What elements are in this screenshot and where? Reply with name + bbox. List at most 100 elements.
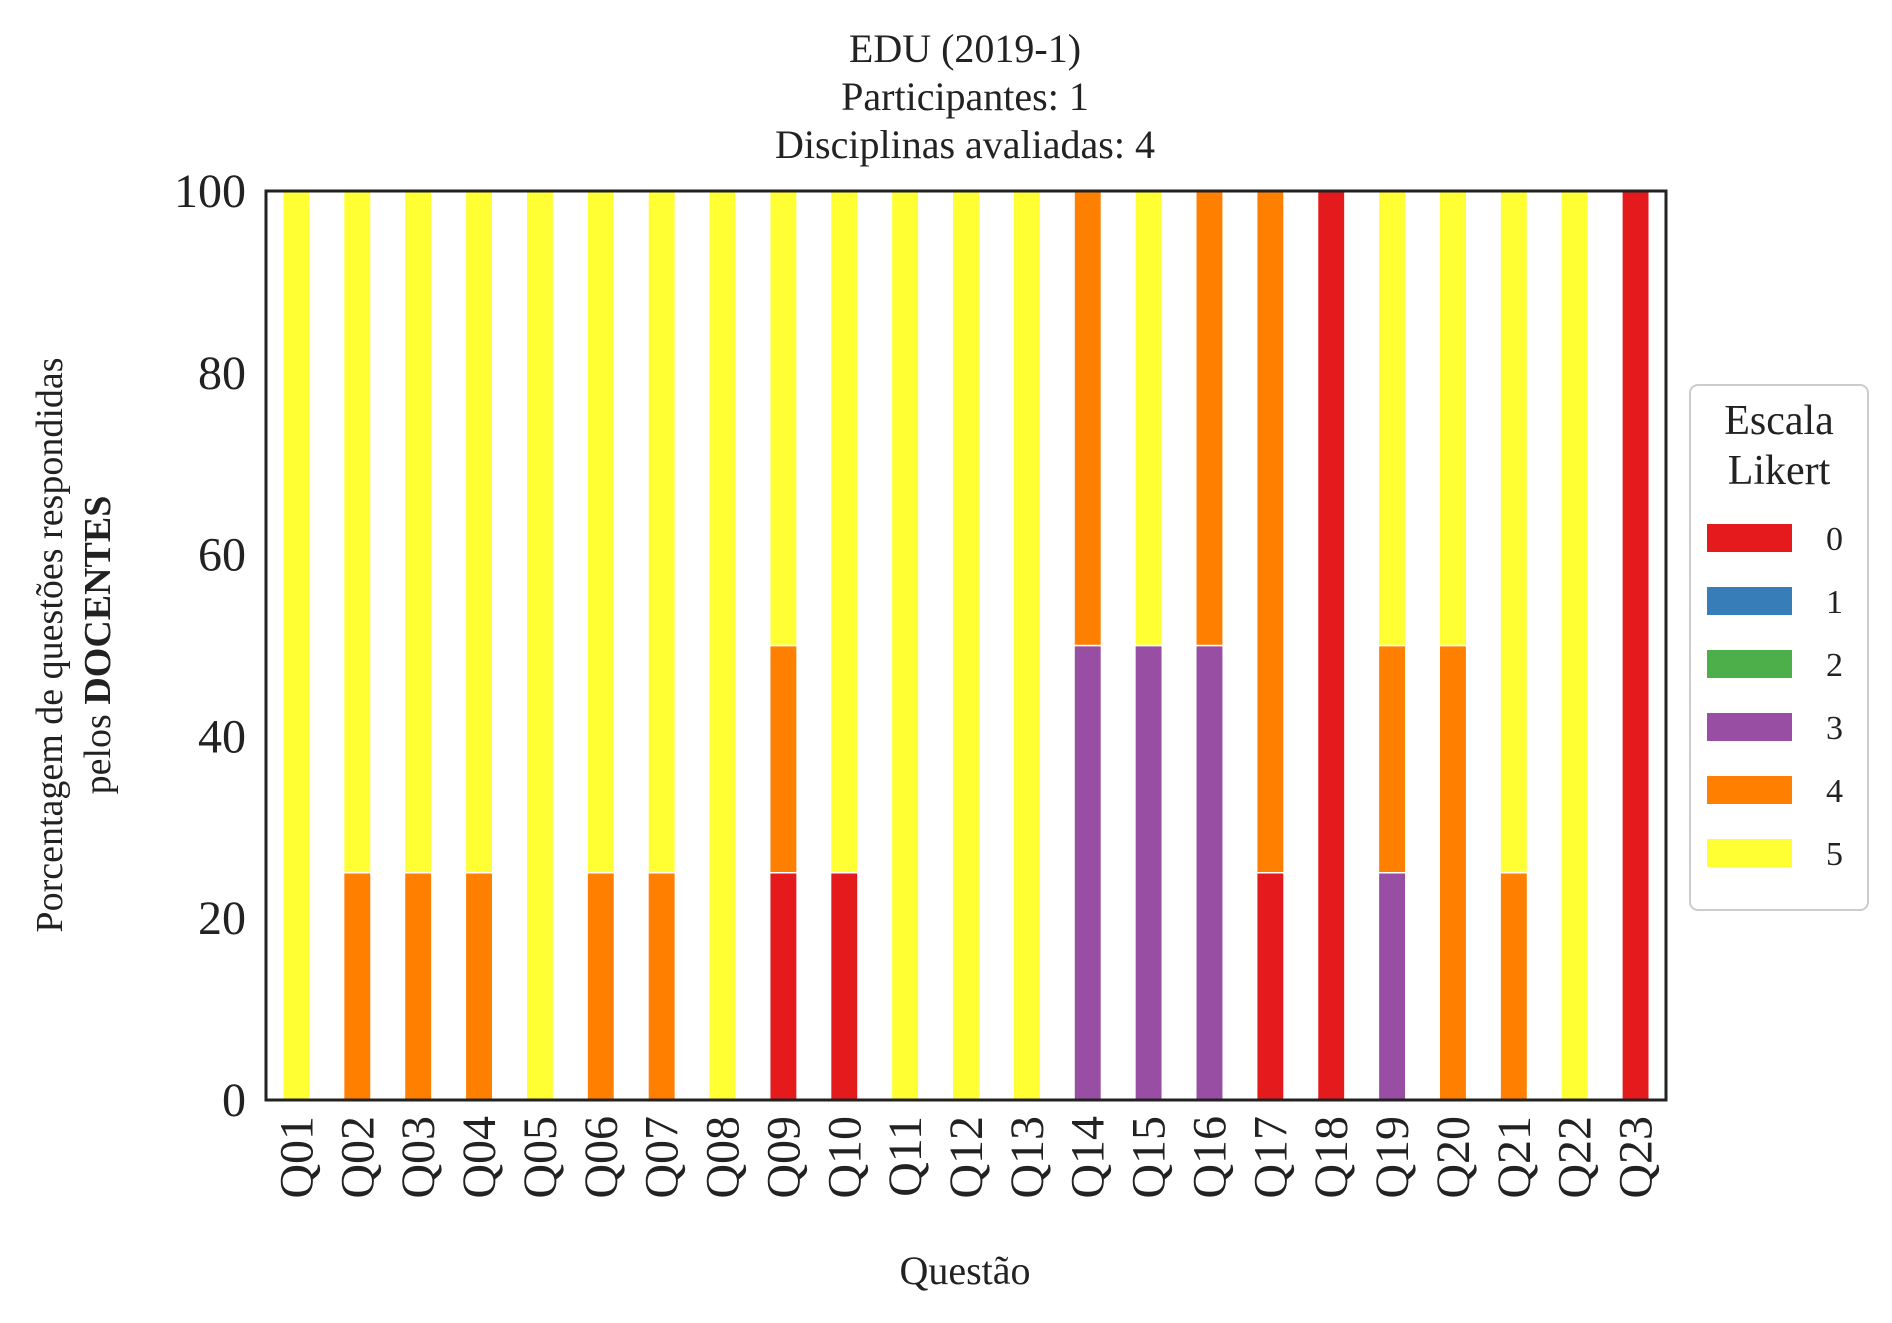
x-tick-label: Q10 xyxy=(818,1116,871,1199)
bar-q11-level-5 xyxy=(890,190,920,1101)
y-tick-label: 20 xyxy=(198,892,246,945)
y-tick-label: 80 xyxy=(198,347,246,400)
bar-q21-level-5 xyxy=(1499,190,1529,874)
x-tick-label: Q14 xyxy=(1062,1116,1115,1199)
x-tick-label: Q02 xyxy=(331,1116,384,1199)
x-tick-label: Q20 xyxy=(1427,1116,1480,1199)
y-tick-label: 100 xyxy=(174,165,246,218)
bar-q03-level-4 xyxy=(403,872,433,1101)
x-tick-label: Q11 xyxy=(879,1116,932,1197)
svg-text:pelos DOCENTES: pelos DOCENTES xyxy=(77,496,119,795)
x-axis-label: Questão xyxy=(899,1248,1030,1293)
bar-q05-level-5 xyxy=(525,190,555,1101)
bar-q02-level-5 xyxy=(342,190,372,874)
x-tick-label: Q03 xyxy=(392,1116,445,1199)
bar-q21-level-4 xyxy=(1499,872,1529,1101)
bar-q18-level-0 xyxy=(1316,190,1346,1101)
legend-swatch xyxy=(1707,839,1792,867)
x-axis-ticks: Q01 Q02 Q03 Q04 Q05 Q06 Q07 Q08 Q09 Q10 Q11 Q12 Q13 Q… xyxy=(270,1116,1662,1199)
bar-q06-level-4 xyxy=(586,872,616,1101)
bar-q07-level-4 xyxy=(647,872,677,1101)
x-tick-label: Q01 xyxy=(270,1116,323,1199)
legend-swatch xyxy=(1707,650,1792,678)
plot-frame xyxy=(264,189,1668,1102)
x-tick-label: Q17 xyxy=(1244,1116,1297,1199)
bar-q14-level-4 xyxy=(1073,190,1103,647)
bar-q13-level-5 xyxy=(1012,190,1042,1101)
bar-q09-level-0 xyxy=(768,872,798,1101)
x-tick-label: Q22 xyxy=(1549,1116,1602,1199)
bar-q15-level-3 xyxy=(1134,644,1164,1101)
bar-q04-level-5 xyxy=(464,190,494,874)
legend-title-line-1: Escala xyxy=(1724,398,1834,444)
chart-title: EDU (2019-1) Participantes: 1 Disciplina… xyxy=(775,26,1155,167)
bar-q23-level-0 xyxy=(1621,190,1651,1101)
bar-q03-level-5 xyxy=(403,190,433,874)
x-tick-label: Q19 xyxy=(1366,1116,1419,1199)
bar-q08-level-5 xyxy=(708,190,737,1101)
y-axis-label: Porcentagem de questões respondidas xyxy=(29,357,71,932)
title-line-1: EDU (2019-1) xyxy=(849,26,1081,71)
legend-swatch xyxy=(1707,524,1792,552)
legend-title-line-2: Likert xyxy=(1728,448,1831,494)
y-axis-label-line-1: Porcentagem de questões respondidas xyxy=(29,357,71,932)
bar-q17-level-4 xyxy=(1255,190,1285,874)
legend-swatch xyxy=(1707,776,1792,804)
bar-stacks xyxy=(281,190,1651,1101)
bar-q09-level-5 xyxy=(768,190,798,647)
x-tick-label: Q12 xyxy=(940,1116,993,1199)
bar-q10-level-5 xyxy=(829,190,859,874)
y-axis-label-2: pelos DOCENTES xyxy=(77,496,119,795)
legend: Escala Likert 0 1 2 3 4 5 xyxy=(1689,384,1869,911)
bar-q01-level-5 xyxy=(281,190,311,1101)
legend-swatch xyxy=(1707,587,1792,615)
bar-q15-level-5 xyxy=(1134,190,1164,647)
x-tick-label: Q05 xyxy=(514,1116,567,1199)
bar-q04-level-4 xyxy=(464,872,494,1101)
bar-q17-level-0 xyxy=(1255,872,1285,1101)
bar-q12-level-5 xyxy=(951,190,981,1101)
title-line-3: Disciplinas avaliadas: 4 xyxy=(775,122,1155,167)
legend-label: 2 xyxy=(1826,647,1843,684)
legend-items: 0 1 2 3 4 5 xyxy=(1707,521,1843,873)
y-tick-label: 0 xyxy=(222,1074,246,1127)
x-tick-label: Q06 xyxy=(575,1116,628,1199)
legend-label: 3 xyxy=(1826,710,1843,747)
y-tick-label: 40 xyxy=(198,710,246,763)
x-tick-label: Q21 xyxy=(1488,1116,1541,1199)
legend-label: 0 xyxy=(1826,521,1843,558)
y-axis-ticks: 0 20 40 60 80 100 xyxy=(174,165,246,1127)
x-tick-label: Q08 xyxy=(697,1116,750,1199)
bar-q19-level-3 xyxy=(1377,872,1407,1101)
y-axis-label-bold: DOCENTES xyxy=(77,496,119,705)
bar-q02-level-4 xyxy=(342,872,372,1101)
bar-q19-level-4 xyxy=(1377,644,1407,874)
bar-q07-level-5 xyxy=(647,190,677,874)
bar-q06-level-5 xyxy=(586,190,616,874)
legend-label: 5 xyxy=(1826,836,1843,873)
x-tick-label: Q15 xyxy=(1123,1116,1176,1199)
x-tick-label: Q23 xyxy=(1610,1116,1663,1199)
bar-q14-level-3 xyxy=(1073,644,1103,1101)
bar-q16-level-4 xyxy=(1195,190,1224,647)
x-tick-label: Q13 xyxy=(1001,1116,1054,1199)
x-tick-label: Q09 xyxy=(757,1116,810,1199)
bar-q19-level-5 xyxy=(1377,190,1407,647)
y-tick-label: 60 xyxy=(198,529,246,582)
y-axis-label-prefix: pelos xyxy=(77,705,119,795)
legend-swatch xyxy=(1707,713,1792,741)
x-tick-label: Q07 xyxy=(636,1116,689,1199)
x-tick-label: Q16 xyxy=(1183,1116,1236,1199)
bar-q22-level-5 xyxy=(1560,190,1590,1101)
bar-q20-level-4 xyxy=(1438,644,1468,1101)
legend-label: 1 xyxy=(1826,584,1843,621)
x-tick-label: Q18 xyxy=(1305,1116,1358,1199)
bar-q20-level-5 xyxy=(1438,190,1468,647)
bar-q16-level-3 xyxy=(1195,644,1224,1101)
bar-q09-level-4 xyxy=(768,644,798,874)
bar-q10-level-0 xyxy=(829,872,859,1101)
legend-label: 4 xyxy=(1826,773,1843,810)
x-tick-label: Q04 xyxy=(453,1116,506,1199)
title-line-2: Participantes: 1 xyxy=(841,74,1089,119)
